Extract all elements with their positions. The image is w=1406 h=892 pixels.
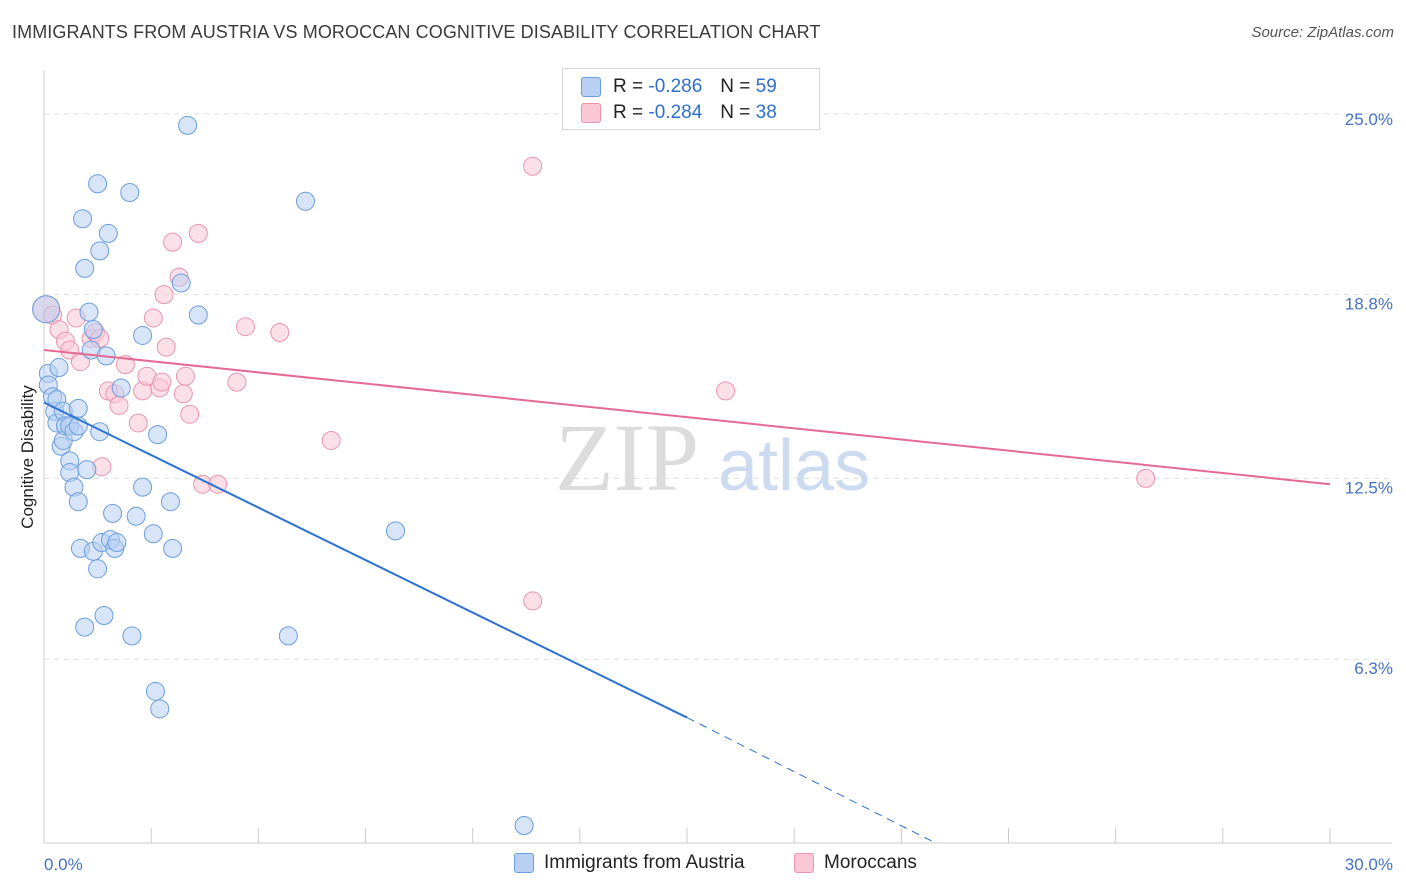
- austria-point: [178, 115, 198, 135]
- moroccans-point: [523, 591, 543, 611]
- austria-trend-extension: [686, 717, 936, 844]
- r-value: -0.284: [648, 102, 703, 123]
- austria-point: [160, 492, 180, 512]
- moroccans-point: [188, 223, 208, 243]
- r-label: R =: [613, 76, 644, 97]
- axes: [43, 70, 1392, 844]
- moroccans-point: [321, 430, 341, 450]
- watermark: ZIP atlas: [555, 404, 870, 511]
- austria-point: [150, 699, 170, 719]
- chart-title: IMMIGRANTS FROM AUSTRIA VS MOROCCAN COGN…: [12, 22, 821, 42]
- austria-point: [68, 492, 88, 512]
- austria-point: [126, 506, 146, 526]
- austria-point: [49, 358, 69, 378]
- austria-point: [98, 223, 118, 243]
- watermark-zip: ZIP: [555, 404, 699, 511]
- moroccans-point: [175, 366, 195, 386]
- moroccans-point: [128, 413, 148, 433]
- austria-point: [514, 815, 534, 835]
- austria-point: [145, 681, 165, 701]
- moroccans-point: [143, 308, 163, 328]
- r-label: R =: [613, 102, 644, 123]
- austria-point: [90, 241, 110, 261]
- moroccans-point: [227, 372, 247, 392]
- austria-point: [148, 425, 168, 445]
- austria-point: [188, 305, 208, 325]
- austria-point: [143, 524, 163, 544]
- austria-trend-line: [43, 401, 688, 719]
- austria-point: [171, 273, 191, 293]
- moroccans-point: [156, 337, 176, 357]
- moroccans-point: [523, 156, 543, 176]
- axis-labels: 6.3% 12.5% 18.8% 25.0% 0.0% 30.0% Cognitive Di…: [18, 110, 1393, 874]
- moroccans-point: [163, 232, 183, 252]
- moroccans-point: [235, 317, 255, 337]
- legend-row-austria: R = -0.286 N = 59: [581, 75, 777, 99]
- austria-point: [32, 295, 61, 324]
- austria-point: [122, 626, 142, 646]
- moroccans-point: [173, 384, 193, 404]
- y-tick-label: 12.5%: [1345, 478, 1393, 497]
- moroccans-trend-line: [43, 349, 1331, 486]
- blue-swatch: [514, 853, 534, 873]
- gridlines: [44, 113, 1392, 660]
- austria-point: [79, 302, 99, 322]
- r-value: -0.286: [648, 76, 703, 97]
- y-tick-label: 6.3%: [1354, 659, 1393, 678]
- watermark-atlas: atlas: [718, 426, 870, 506]
- moroccans-point: [109, 395, 129, 415]
- x-tick-label: 30.0%: [1345, 855, 1393, 874]
- trend-lines: [43, 349, 1331, 844]
- n-value: 38: [755, 102, 777, 123]
- y-tick-label: 25.0%: [1345, 110, 1393, 129]
- legend-item-moroccans[interactable]: Moroccans: [794, 852, 917, 874]
- austria-point: [295, 191, 315, 211]
- x-tick-label: 0.0%: [44, 855, 83, 874]
- austria-point: [77, 460, 97, 480]
- pink-swatch: [581, 103, 601, 123]
- legend-item-austria[interactable]: Immigrants from Austria: [514, 852, 745, 874]
- austria-point: [75, 258, 95, 278]
- austria-point: [73, 209, 93, 229]
- austria-point: [103, 503, 123, 523]
- moroccans-point: [1136, 468, 1156, 488]
- moroccans-point: [152, 372, 172, 392]
- austria-point: [88, 174, 108, 194]
- austria-point: [83, 320, 103, 340]
- y-tick-label: 18.8%: [1345, 295, 1393, 314]
- legend-label: Immigrants from Austria: [544, 852, 745, 873]
- austria-point: [75, 617, 95, 637]
- austria-point: [88, 559, 108, 579]
- austria-point: [68, 398, 88, 418]
- correlation-legend: R = -0.286 N = 59 R = -0.284 N = 38: [562, 68, 820, 130]
- n-label: N =: [720, 102, 751, 123]
- austria-point: [133, 477, 153, 497]
- austria-point: [90, 422, 110, 442]
- n-label: N =: [720, 76, 751, 97]
- moroccans-point: [180, 404, 200, 424]
- moroccans-point: [115, 355, 135, 375]
- source-credit: Source: ZipAtlas.com: [1251, 24, 1394, 41]
- austria-point: [111, 378, 131, 398]
- austria-points: [32, 115, 534, 835]
- legend-label: Moroccans: [824, 852, 917, 873]
- austria-point: [278, 626, 298, 646]
- moroccans-point: [154, 285, 174, 305]
- austria-point: [133, 325, 153, 345]
- pink-swatch: [794, 853, 814, 873]
- legend-row-moroccans: R = -0.284 N = 38: [581, 101, 777, 125]
- series-legend: Immigrants from Austria Moroccans: [0, 852, 1406, 878]
- y-axis-title: Cognitive Disability: [18, 385, 37, 529]
- austria-point: [163, 538, 183, 558]
- moroccans-point: [270, 323, 290, 343]
- austria-point: [107, 533, 127, 553]
- moroccans-points: [32, 156, 1156, 611]
- austria-point: [386, 521, 406, 541]
- austria-point: [120, 183, 140, 203]
- n-value: 59: [755, 76, 777, 97]
- austria-point: [94, 605, 114, 625]
- moroccans-point: [716, 381, 736, 401]
- blue-swatch: [581, 77, 601, 97]
